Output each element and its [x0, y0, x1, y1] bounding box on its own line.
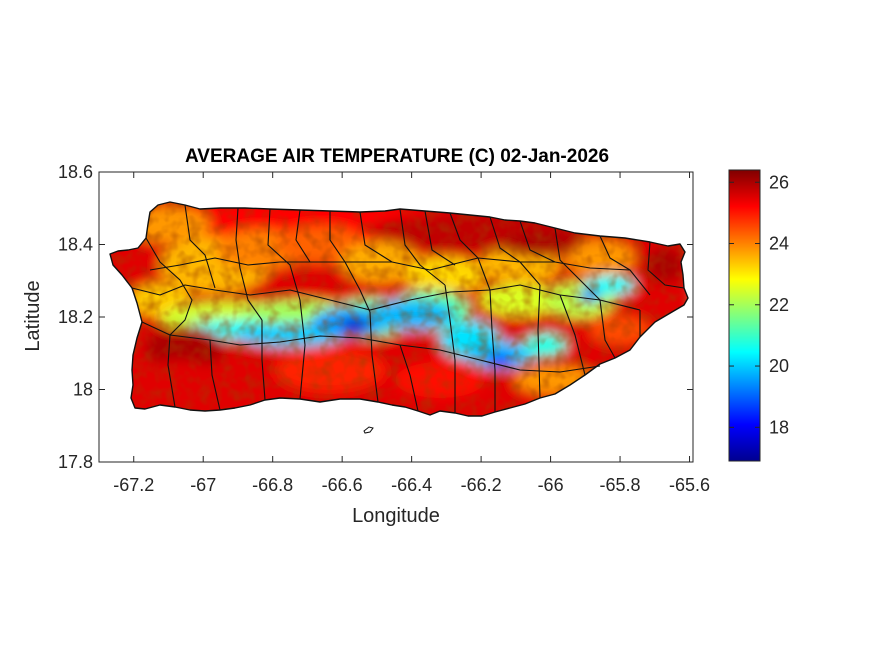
- municipality-border: [444, 284, 456, 413]
- municipality-border: [399, 344, 419, 412]
- x-tick-label: -67: [190, 475, 216, 495]
- y-tick-label: 18: [73, 380, 93, 400]
- colorbar-tick-label: 24: [769, 234, 789, 254]
- colorbar-tick-label: 20: [769, 356, 789, 376]
- municipality-border: [261, 320, 266, 401]
- x-tick-label: -66.2: [461, 475, 502, 495]
- colorbar-tick-label: 22: [769, 295, 789, 315]
- municipality-border: [519, 220, 556, 263]
- municipality-border: [647, 241, 685, 289]
- municipality-border: [489, 289, 496, 412]
- x-tick-label: -66: [538, 475, 564, 495]
- municipality-border: [167, 334, 176, 408]
- municipality-border: [267, 208, 301, 301]
- municipality-border: [399, 208, 446, 286]
- municipality-border: [295, 209, 311, 263]
- municipality-border: [131, 284, 641, 311]
- municipality-border: [149, 257, 631, 271]
- x-axis-ticks: -67.2 -67 -66.8 -66.6 -66.4 -66.2 -66 -65.8 -65.…: [113, 172, 710, 495]
- y-tick-label: 18.2: [58, 307, 93, 327]
- caja-de-muertos-island: [363, 426, 374, 434]
- municipality-border: [299, 299, 306, 400]
- municipality-border: [599, 235, 651, 296]
- colorbar-tick-label: 26: [769, 172, 789, 192]
- municipality-border: [209, 339, 221, 411]
- colorbar-ticks: 18 20 22 24 26: [729, 172, 789, 437]
- chart-title: AVERAGE AIR TEMPERATURE (C) 02-Jan-2026: [185, 146, 609, 167]
- y-tick-label: 17.8: [58, 452, 93, 472]
- colorbar: [728, 169, 761, 462]
- x-axis-label: Longitude: [352, 505, 440, 527]
- x-tick-label: -66.4: [391, 475, 432, 495]
- x-tick-label: -65.6: [669, 475, 710, 495]
- colorbar-tick-label: 18: [769, 417, 789, 437]
- municipality-border: [449, 212, 491, 291]
- municipality-border: [554, 227, 601, 301]
- x-tick-label: -67.2: [113, 475, 154, 495]
- y-tick-label: 18.4: [58, 235, 93, 255]
- y-axis-ticks: 17.8 18 18.2 18.4 18.6: [58, 162, 693, 472]
- municipality-border: [489, 216, 541, 286]
- y-tick-label: 18.6: [58, 162, 93, 182]
- municipality-border: [359, 211, 393, 263]
- municipality-border: [369, 311, 379, 403]
- municipality-boundaries: [109, 201, 689, 417]
- x-tick-label: -66.8: [252, 475, 293, 495]
- municipality-border: [184, 204, 216, 289]
- y-axis-label: Latitude: [22, 280, 44, 351]
- municipality-border: [537, 284, 541, 399]
- municipality-border: [599, 299, 616, 359]
- municipality-border: [145, 237, 193, 336]
- x-tick-label: -66.6: [322, 475, 363, 495]
- municipality-border: [424, 210, 456, 266]
- x-tick-label: -65.8: [600, 475, 641, 495]
- municipality-border: [235, 207, 263, 321]
- municipality-border: [559, 294, 586, 376]
